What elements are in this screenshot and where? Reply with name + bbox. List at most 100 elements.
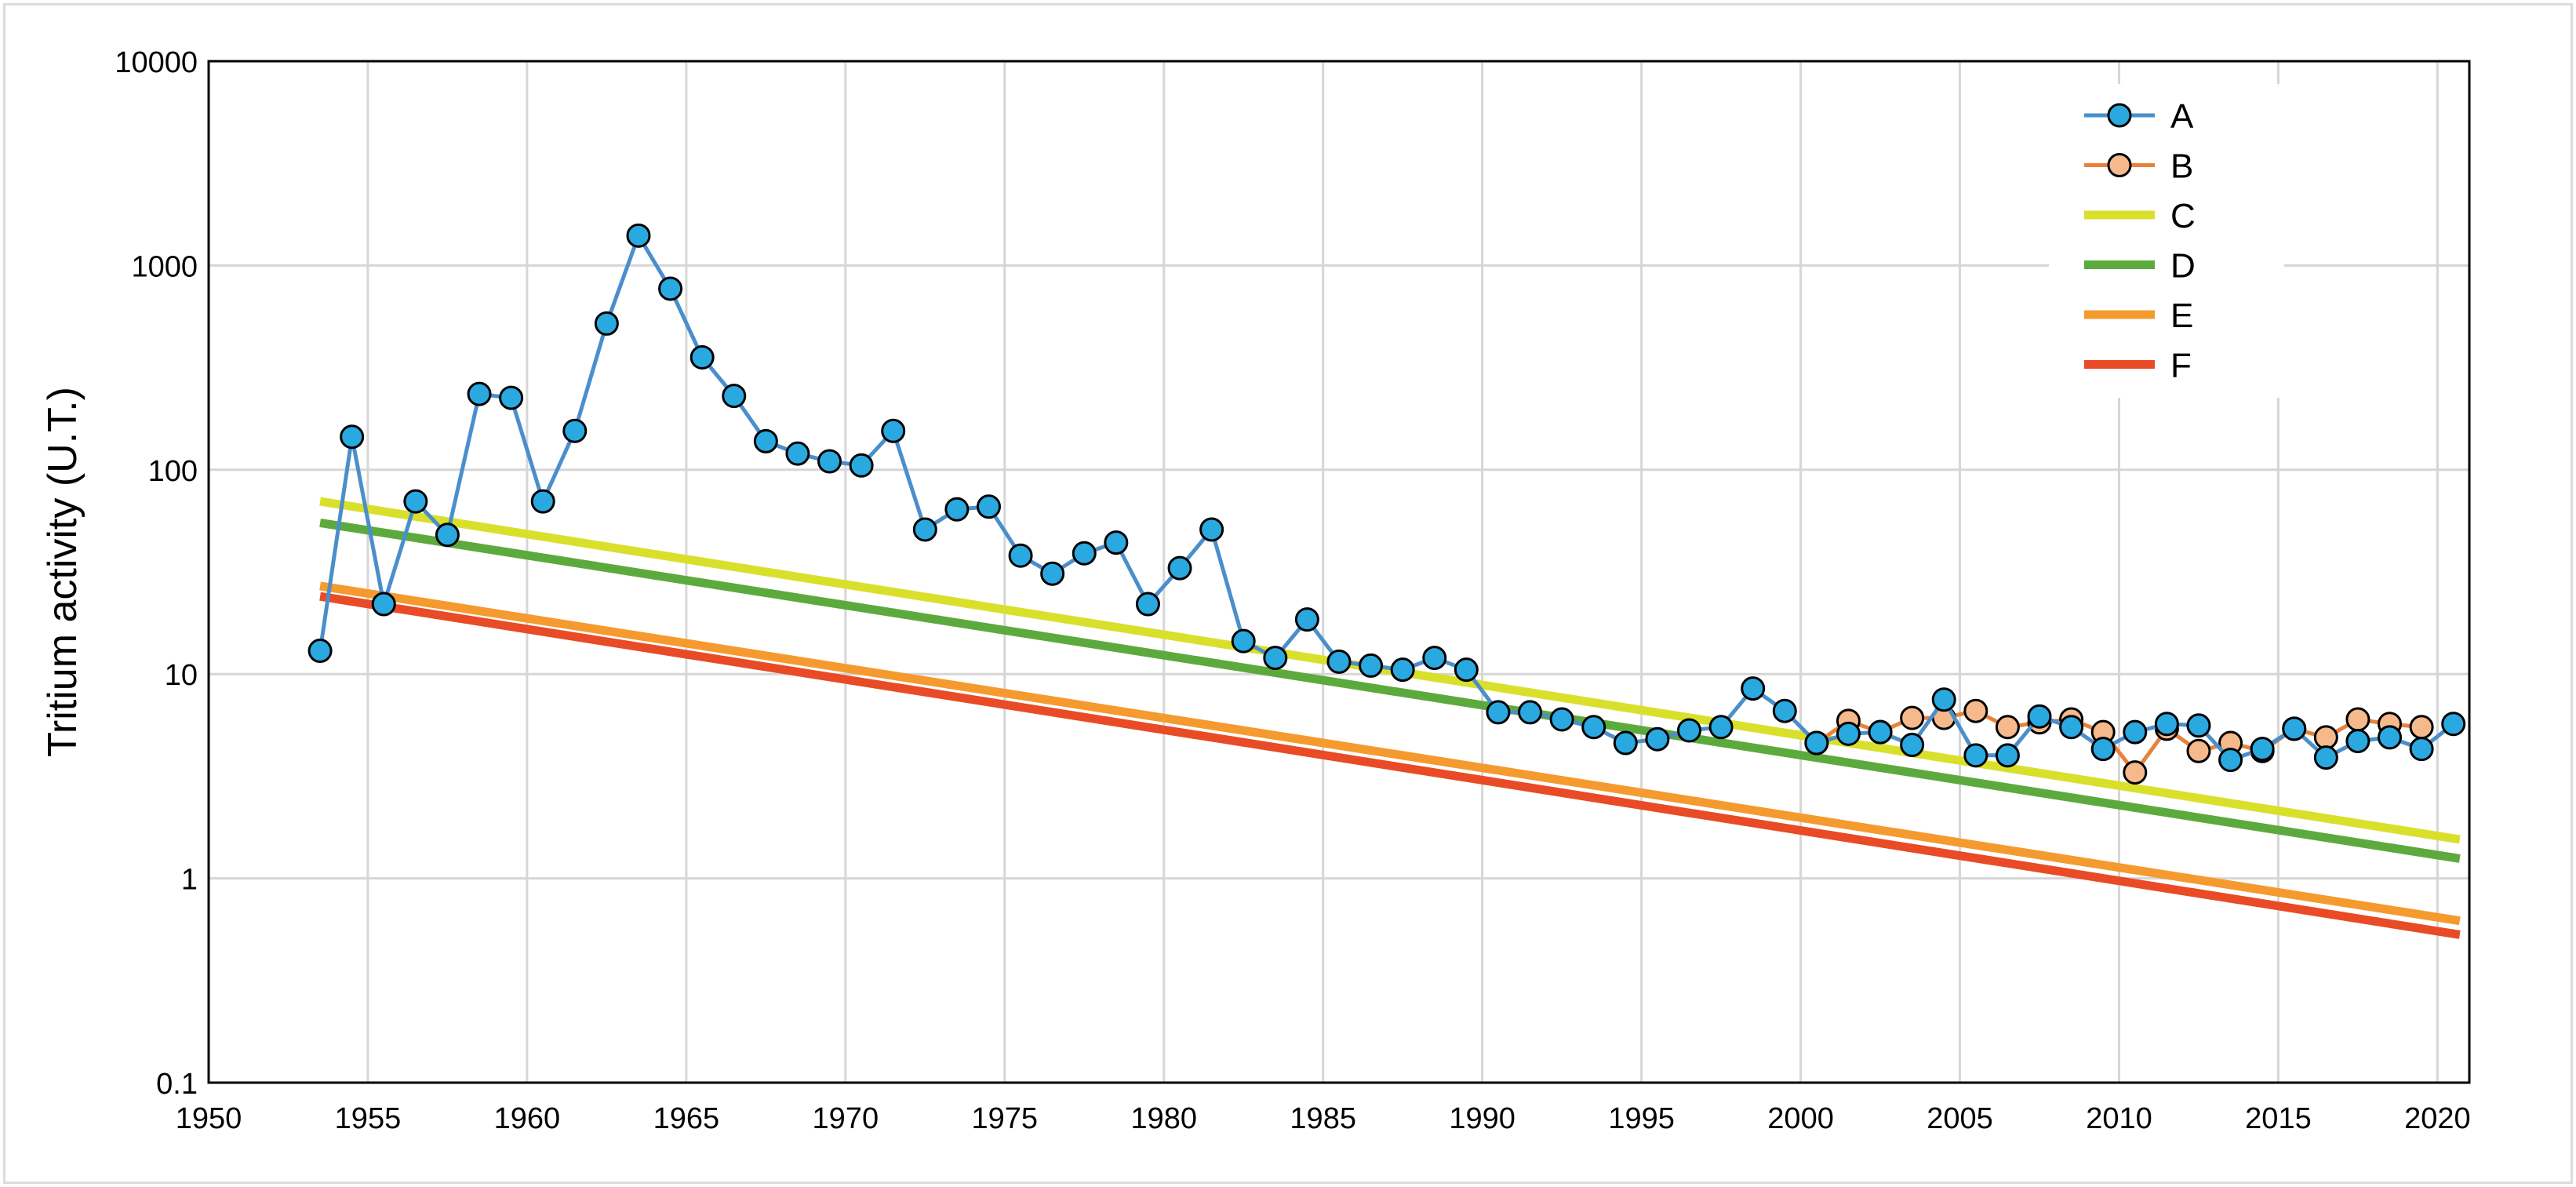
series-F-line (319, 592, 2461, 939)
x-tick-label: 1970 (813, 1102, 879, 1135)
series-A-point (2154, 712, 2179, 737)
chart-frame: 0.1 1 10 100 1000 10000 1950 1955 1960 1965 1970 1… (3, 3, 2573, 1184)
series-A-point (1613, 730, 1638, 756)
series-A-point (1804, 730, 1829, 756)
series-B-point (1995, 715, 2020, 740)
series-B-point (2186, 738, 2211, 763)
series-A-point (1454, 657, 1479, 683)
y-tick-label: 1 (181, 864, 198, 897)
y-tick-label: 100 (148, 455, 198, 488)
x-tick-label: 2010 (2086, 1102, 2152, 1135)
series-A-point (1549, 707, 1574, 732)
x-tick-label: 1980 (1130, 1102, 1197, 1135)
series-A-point (976, 494, 1001, 519)
x-tick-label: 1965 (653, 1102, 720, 1135)
series-A (307, 223, 2466, 773)
series-A-point (2090, 737, 2116, 762)
series-A-point (340, 424, 365, 450)
y-tick-label: 0.1 (156, 1068, 198, 1101)
series-A-point (2378, 725, 2403, 750)
series-C-line (319, 497, 2461, 844)
x-tick-label: 2005 (1927, 1102, 1993, 1135)
series-A-point (2409, 737, 2434, 762)
legend-label: C (2170, 197, 2196, 235)
series-A-point (2313, 745, 2338, 770)
series-A-point (530, 489, 555, 514)
series-A-point (1741, 676, 1766, 701)
x-tick-label: 1990 (1449, 1102, 1515, 1135)
legend-label: F (2170, 347, 2192, 385)
series-A-point (2345, 729, 2370, 754)
series-E-line (319, 581, 2461, 926)
series-A-point (1263, 646, 1288, 671)
legend-marker (2107, 103, 2132, 128)
series-A-point (1390, 657, 1415, 683)
series-A-point (1040, 561, 1065, 586)
series-A-point (1231, 628, 1256, 654)
legend-item-F: F (2084, 347, 2192, 385)
legend-item-D: D (2084, 247, 2196, 286)
series-A-point (1167, 555, 1192, 581)
series-A-point (2059, 715, 2084, 740)
series-C (319, 497, 2461, 844)
series-A-point (1518, 700, 1543, 725)
series-A-point (467, 381, 492, 406)
series-A-point (1104, 530, 1129, 555)
series-A-point (1645, 726, 1670, 752)
series-A-point (1995, 743, 2020, 768)
x-tick-label: 2020 (2404, 1102, 2471, 1135)
series-A-point (1772, 698, 1797, 723)
series-layer (307, 223, 2466, 939)
series-A-point (371, 592, 396, 617)
series-B-point (2123, 760, 2148, 785)
plot-border (207, 60, 2471, 1084)
series-A-point (2282, 716, 2307, 741)
series-B-point (2409, 715, 2434, 740)
x-tick-label: 1985 (1290, 1102, 1356, 1135)
series-A-point (2441, 712, 2466, 737)
series-A-point (1581, 715, 1606, 740)
legend-marker (2107, 153, 2132, 177)
series-D (319, 518, 2461, 863)
series-A-point (1359, 653, 1384, 678)
series-A-point (1326, 649, 1352, 674)
series-A-point (944, 497, 970, 522)
series-A-point (2218, 748, 2243, 773)
series-A-point (2250, 737, 2275, 762)
series-A-point (689, 345, 715, 370)
series-A-point (722, 384, 747, 409)
y-tick-label: 1000 (131, 250, 198, 283)
series-A-point (1868, 719, 1893, 745)
series-E (319, 581, 2461, 926)
series-A-point (849, 453, 874, 478)
x-tick-label: 1975 (972, 1102, 1039, 1135)
series-A-point (785, 441, 810, 466)
series-A-point (817, 449, 842, 474)
legend-item-A: A (2084, 97, 2194, 136)
series-A-point (1708, 715, 1734, 740)
series-A-point (1199, 517, 1224, 542)
legend-label: E (2170, 297, 2193, 335)
x-tick-label: 2015 (2245, 1102, 2312, 1135)
x-tick-labels: 1950 1955 1960 1965 1970 1975 1980 1985 1990 1995… (176, 1102, 2471, 1135)
series-A-point (753, 428, 778, 453)
series-A-point (1900, 733, 1925, 758)
x-tick-label: 1955 (335, 1102, 402, 1135)
series-A-point (1486, 700, 1511, 725)
legend-label: B (2170, 147, 2193, 186)
y-tick-label: 10 (165, 659, 198, 692)
series-A-point (626, 223, 651, 248)
series-A-point (1836, 721, 1861, 746)
series-B-point (1963, 698, 1988, 723)
y-axis-title: Tritium activity (U.T.) (40, 387, 86, 757)
series-A-point (435, 522, 460, 548)
series-A-point (1422, 646, 1447, 671)
x-tick-label: 1950 (176, 1102, 242, 1135)
legend-background (2049, 84, 2284, 398)
legend-item-E: E (2084, 297, 2193, 335)
series-A-point (912, 517, 937, 542)
series-F (319, 592, 2461, 939)
legend-item-B: B (2084, 147, 2193, 186)
series-A-point (2186, 713, 2211, 738)
